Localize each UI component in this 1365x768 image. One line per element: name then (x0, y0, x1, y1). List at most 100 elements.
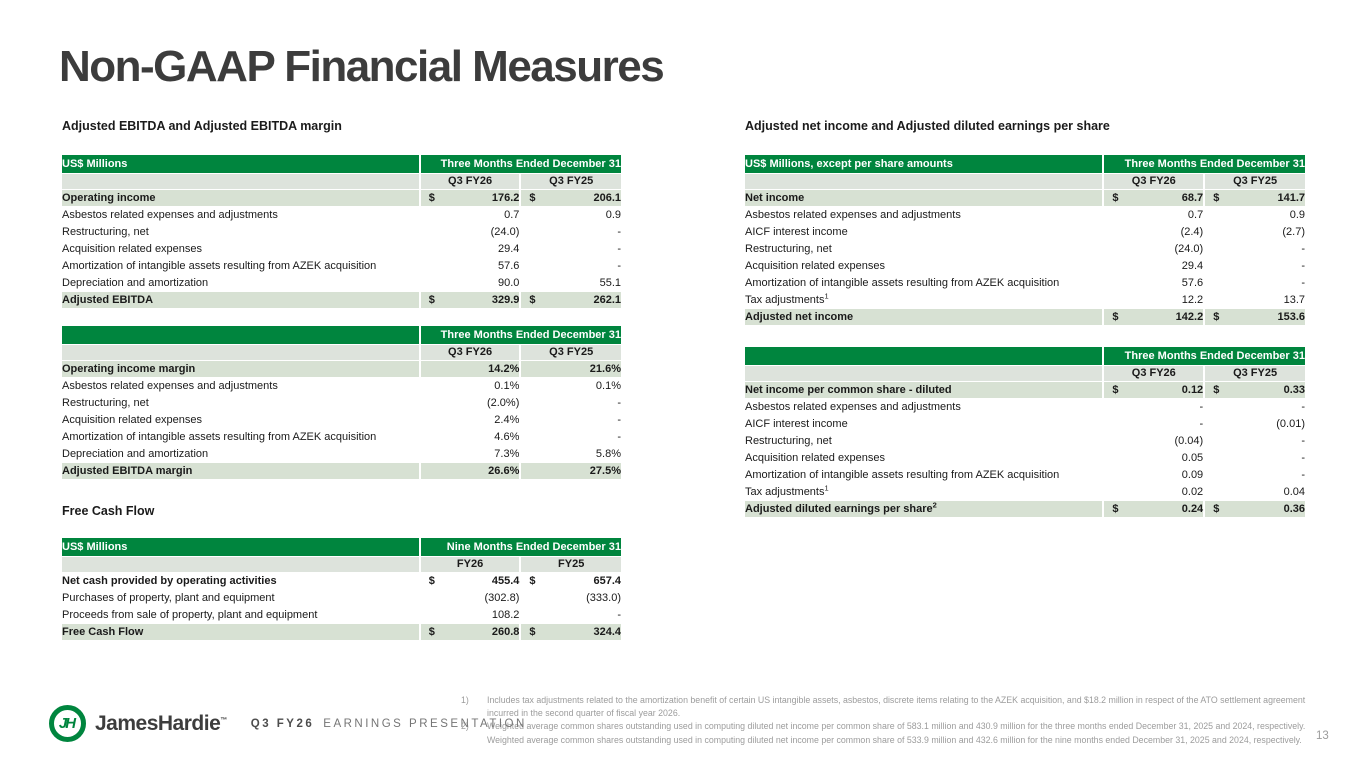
table-row: Free Cash Flow $260.8 $324.4 (62, 622, 621, 640)
row-label: Purchases of property, plant and equipme… (62, 588, 420, 606)
value-text: (0.04) (1174, 434, 1204, 447)
row-value: 12.2 (1102, 290, 1205, 308)
value-text: 27.5% (589, 464, 621, 477)
row-label: Tax adjustments1 (745, 290, 1104, 308)
adjusted-ebitda-margin-table: Three Months Ended December 31 Q3 FY26 Q… (62, 326, 621, 479)
currency-symbol: $ (1213, 502, 1220, 515)
value-text: - (1301, 434, 1305, 447)
row-label: Acquisition related expenses (62, 239, 420, 257)
table-header-row: Three Months Ended December 31 (62, 326, 621, 344)
footnote-text: Includes tax adjustments related to the … (487, 695, 1306, 719)
row-value: $657.4 (519, 571, 621, 589)
row-value: 0.04 (1203, 482, 1305, 500)
value-text: 4.6% (494, 430, 520, 443)
row-value: - (1203, 273, 1305, 291)
table-row: Restructuring, net (24.0) - (745, 239, 1305, 257)
row-value: (24.0) (418, 222, 521, 240)
footer-brand: JH JamesHardie™ Q3 FY26 EARNINGS PRESENT… (49, 705, 527, 742)
value-text: 14.2% (488, 362, 520, 375)
value-text: - (617, 413, 621, 426)
table-header-row: US$ Millions, except per share amounts T… (745, 155, 1305, 173)
table-row: Adjusted net income $142.2 $153.6 (745, 307, 1305, 325)
value-text: 329.9 (491, 293, 520, 306)
value-text: 26.6% (488, 464, 520, 477)
table-row: Acquisition related expenses 0.05 - (745, 448, 1305, 466)
row-label: Acquisition related expenses (745, 256, 1104, 274)
row-value: 57.6 (418, 256, 521, 274)
value-text: (24.0) (490, 225, 520, 238)
value-text: 57.6 (497, 259, 520, 272)
section-heading-free-cash-flow: Free Cash Flow (62, 504, 155, 518)
column-header: Q3 FY25 (1203, 172, 1305, 189)
brand-name-text: JamesHardie (95, 711, 221, 735)
table-header-row: Three Months Ended December 31 (745, 347, 1305, 365)
table-period-label: Three Months Ended December 31 (1102, 155, 1305, 173)
value-text: - (1301, 276, 1305, 289)
table-row: Operating income $176.2 $206.1 (62, 188, 621, 206)
table-period-label: Three Months Ended December 31 (1102, 347, 1305, 365)
row-label: Restructuring, net (62, 222, 420, 240)
trademark-symbol: ™ (220, 716, 227, 724)
currency-symbol: $ (428, 574, 435, 587)
table-row: Acquisition related expenses 29.4 - (745, 256, 1305, 274)
value-text: (302.8) (484, 591, 520, 604)
column-header: Q3 FY26 (418, 343, 521, 360)
table-row: Tax adjustments1 12.2 13.7 (745, 290, 1305, 308)
row-value: (0.01) (1203, 414, 1305, 432)
table-row: Operating income margin 14.2% 21.6% (62, 359, 621, 377)
table-row: Acquisition related expenses 29.4 - (62, 239, 621, 257)
row-value: - (1203, 448, 1305, 466)
currency-symbol: $ (1112, 191, 1119, 204)
left-column: Adjusted EBITDA and Adjusted EBITDA marg… (62, 119, 621, 640)
row-label: Proceeds from sale of property, plant an… (62, 605, 420, 623)
row-label: Amortization of intangible assets result… (62, 427, 420, 445)
row-label: Amortization of intangible assets result… (62, 256, 420, 274)
value-text: 260.8 (491, 625, 520, 638)
table-row: Restructuring, net (0.04) - (745, 431, 1305, 449)
footnotes: 1) Includes tax adjustments related to t… (461, 694, 1309, 747)
table-row: Net income $68.7 $141.7 (745, 188, 1305, 206)
value-text: 0.02 (1181, 485, 1204, 498)
row-value: - (1102, 414, 1205, 432)
table-row: Amortization of intangible assets result… (62, 256, 621, 274)
table-subheader-row: Q3 FY26 Q3 FY25 (745, 172, 1305, 189)
currency-symbol: $ (529, 625, 536, 638)
row-value: 0.9 (1203, 205, 1305, 223)
value-text: - (617, 225, 621, 238)
row-label: Depreciation and amortization (62, 444, 420, 462)
table-row: Net income per common share - diluted $0.… (745, 380, 1305, 398)
row-value: $0.24 (1102, 499, 1205, 517)
row-label: Asbestos related expenses and adjustment… (62, 205, 420, 223)
table-row: Amortization of intangible assets result… (745, 273, 1305, 291)
currency-symbol: $ (428, 293, 435, 306)
row-value: 13.7 (1203, 290, 1305, 308)
row-value: - (519, 427, 621, 445)
row-value: $206.1 (519, 188, 621, 206)
value-text: - (1301, 400, 1305, 413)
table-period-label: Three Months Ended December 31 (418, 326, 621, 344)
value-text: 0.7 (504, 208, 520, 221)
column-header: FY25 (519, 555, 621, 572)
value-text: 0.7 (1187, 208, 1204, 221)
value-text: 21.6% (589, 362, 621, 375)
subheader-spacer (62, 555, 420, 572)
value-text: 0.12 (1181, 383, 1204, 396)
row-value: (302.8) (418, 588, 521, 606)
table-subheader-row: Q3 FY26 Q3 FY25 (62, 172, 621, 189)
table-row: Acquisition related expenses 2.4% - (62, 410, 621, 428)
value-text: 0.1% (494, 379, 520, 392)
table-row: Adjusted EBITDA $329.9 $262.1 (62, 290, 621, 308)
row-label: Operating income margin (62, 359, 420, 377)
footnote-number: 2) (461, 721, 469, 732)
currency-symbol: $ (1213, 310, 1220, 323)
row-label: Net income (745, 188, 1104, 206)
currency-symbol: $ (1213, 383, 1220, 396)
page-number: 13 (1316, 730, 1329, 742)
row-value: 27.5% (519, 461, 621, 479)
row-value: 57.6 (1102, 273, 1205, 291)
row-label: Acquisition related expenses (62, 410, 420, 428)
row-value: $0.33 (1203, 380, 1305, 398)
section-heading-ebitda: Adjusted EBITDA and Adjusted EBITDA marg… (62, 119, 342, 133)
table-header-row: US$ Millions Nine Months Ended December … (62, 538, 621, 556)
table-row: Asbestos related expenses and adjustment… (745, 397, 1305, 415)
